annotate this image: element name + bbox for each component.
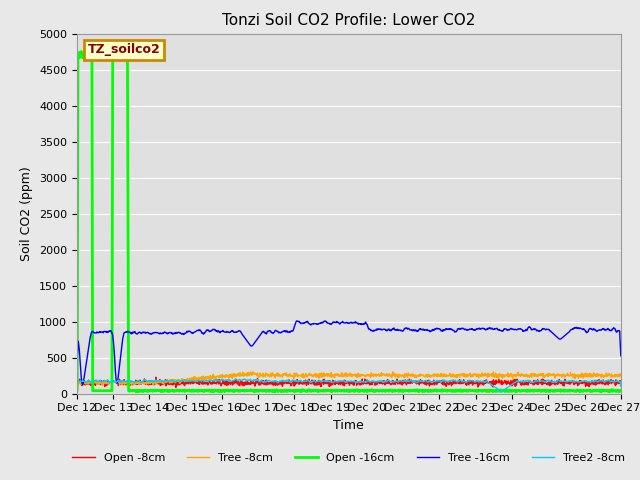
Y-axis label: Soil CO2 (ppm): Soil CO2 (ppm) xyxy=(20,166,33,261)
Title: Tonzi Soil CO2 Profile: Lower CO2: Tonzi Soil CO2 Profile: Lower CO2 xyxy=(222,13,476,28)
X-axis label: Time: Time xyxy=(333,419,364,432)
Text: TZ_soilco2: TZ_soilco2 xyxy=(88,43,161,56)
Legend: Open -8cm, Tree -8cm, Open -16cm, Tree -16cm, Tree2 -8cm: Open -8cm, Tree -8cm, Open -16cm, Tree -… xyxy=(68,448,630,467)
